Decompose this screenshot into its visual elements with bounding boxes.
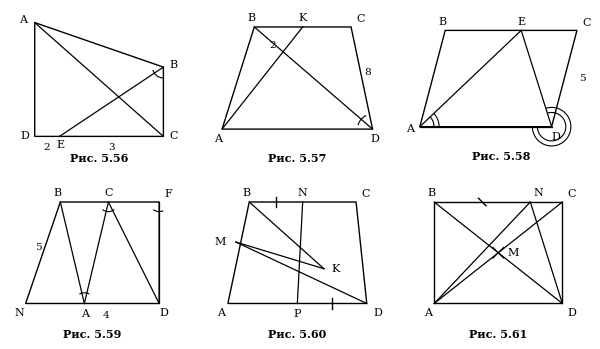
Text: 5: 5 [580,74,586,83]
Text: B: B [248,13,256,23]
Text: Рис. 5.60: Рис. 5.60 [268,329,326,340]
Text: Рис. 5.57: Рис. 5.57 [268,153,326,164]
Text: D: D [551,132,560,142]
Text: C: C [361,189,370,199]
Text: B: B [53,188,62,198]
Text: D: D [20,131,29,141]
Text: C: C [568,189,576,199]
Text: D: D [373,308,382,318]
Text: A: A [406,124,414,134]
Text: E: E [517,17,525,27]
Text: Рис. 5.59: Рис. 5.59 [63,329,122,340]
Text: K: K [299,13,307,23]
Text: C: C [356,14,365,24]
Text: M: M [508,248,519,258]
Text: N: N [298,188,308,198]
Text: A: A [82,309,89,319]
Text: M: M [215,237,226,247]
Text: Рис. 5.58: Рис. 5.58 [472,150,530,162]
Text: N: N [14,307,24,318]
Text: A: A [214,134,222,144]
Text: A: A [217,308,226,318]
Text: N: N [533,188,543,198]
Text: C: C [582,18,590,28]
Text: B: B [169,60,178,70]
Text: 3: 3 [108,143,115,152]
Text: D: D [568,308,577,318]
Text: B: B [242,188,251,198]
Text: E: E [56,140,65,150]
Text: B: B [427,188,436,198]
Text: Рис. 5.61: Рис. 5.61 [469,329,527,340]
Text: 2: 2 [44,143,50,152]
Text: 5: 5 [35,243,42,252]
Text: Рис. 5.56: Рис. 5.56 [70,153,128,164]
Text: D: D [159,308,168,318]
Text: P: P [293,309,301,319]
Text: 8: 8 [365,68,371,77]
Text: D: D [371,134,380,144]
Text: 4: 4 [103,311,109,320]
Text: 2: 2 [270,41,277,50]
Text: F: F [164,189,172,199]
Text: B: B [439,17,447,27]
Text: A: A [424,308,432,318]
Text: A: A [19,15,28,25]
Text: C: C [104,188,113,198]
Text: C: C [169,131,178,141]
Text: K: K [332,264,340,274]
